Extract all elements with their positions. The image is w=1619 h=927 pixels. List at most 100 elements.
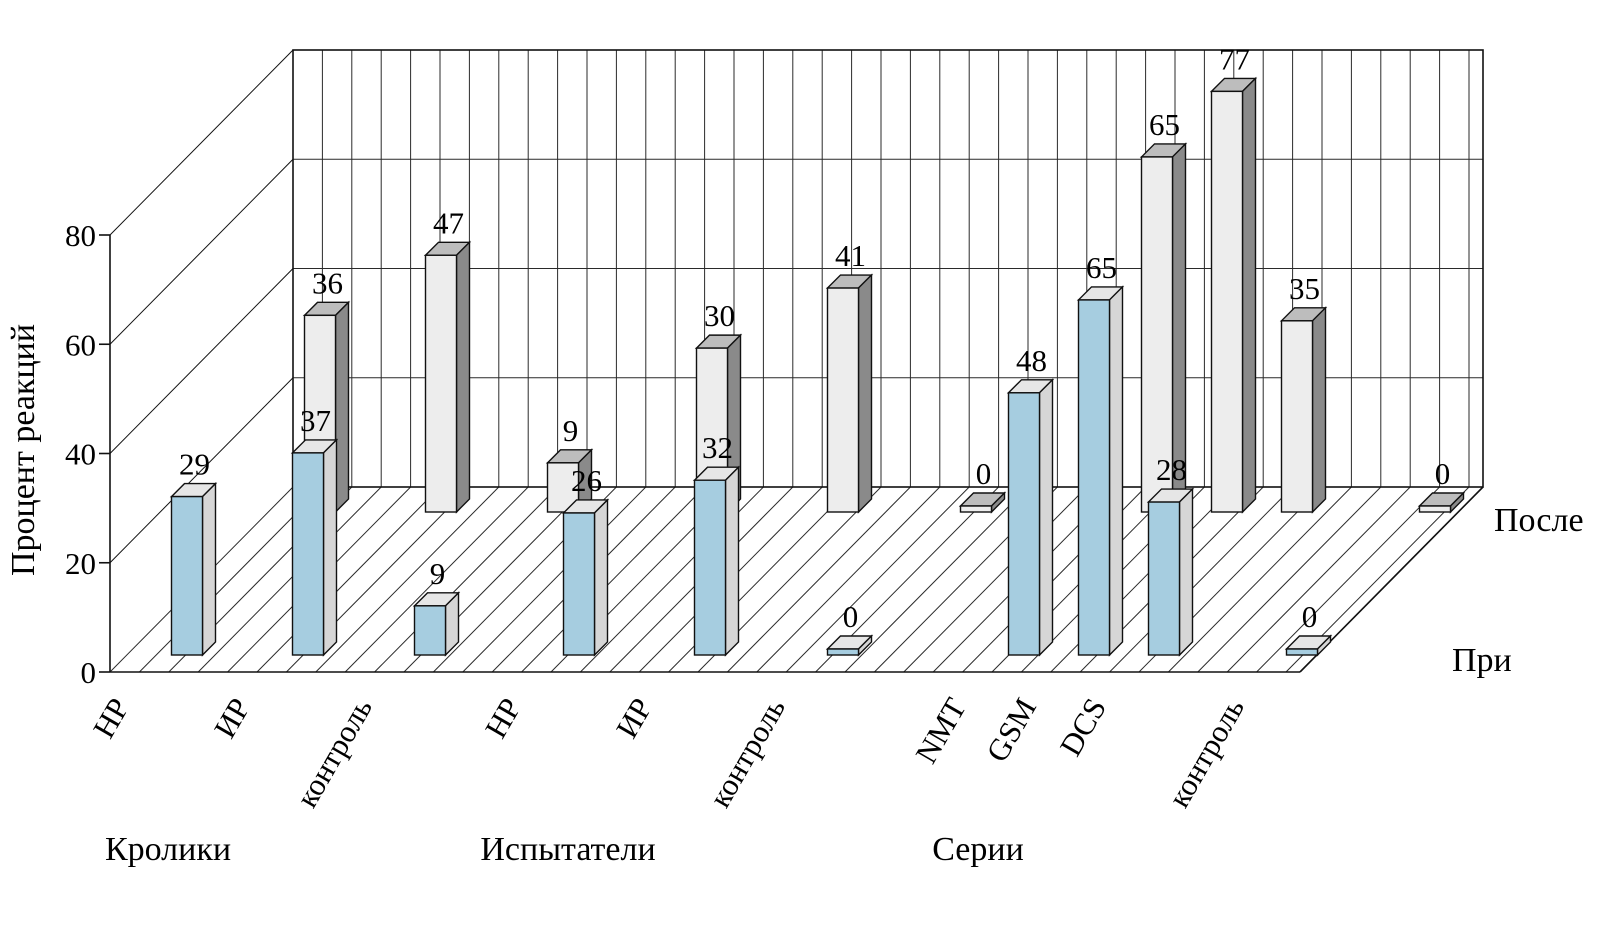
bar-При-контроль-2 — [412, 591, 461, 657]
bar-value-label: 41 — [835, 238, 866, 273]
bar-value-label: 30 — [704, 298, 735, 333]
category-label-0: НР — [86, 692, 136, 744]
bar-front-face — [1007, 392, 1041, 656]
category-label-7: GSM — [979, 692, 1043, 768]
category-label-2: контроль — [289, 692, 379, 813]
bar-После-GSM-7 — [1209, 76, 1258, 514]
group-label-2: Серии — [932, 831, 1024, 868]
y-depth-tick-line — [109, 268, 294, 454]
bar-front-face — [1147, 501, 1181, 656]
bar-front-face — [291, 452, 325, 656]
bar-side-face — [857, 273, 873, 514]
y-depth-tick-line — [109, 158, 294, 345]
floor-depth-line — [315, 486, 500, 673]
bar-front-face — [170, 495, 204, 656]
bar-value-label: 9 — [430, 556, 446, 591]
floor-depth-line — [756, 486, 941, 673]
depth-axis-label-front: При — [1452, 642, 1512, 679]
bar-side-face — [724, 465, 740, 657]
bar-side-face — [1311, 306, 1327, 514]
bar-При-НР-0 — [169, 481, 218, 657]
bar-front-face — [1210, 90, 1244, 513]
bar-После-контроль-2 — [545, 448, 594, 514]
floor-depth-line — [462, 486, 647, 673]
floor-depth-line — [844, 486, 1029, 673]
y-tick-label: 0 — [81, 655, 97, 690]
y-depth-tick-line — [109, 377, 294, 564]
floor-depth-line — [1226, 486, 1411, 673]
y-axis — [99, 49, 294, 673]
bar-После-ИР-1 — [423, 240, 472, 514]
bar-При-DCS-8 — [1146, 487, 1195, 657]
group-label-1: Испытатели — [480, 831, 655, 868]
bar-side-face — [322, 438, 338, 657]
bar-При-ИР-1 — [290, 438, 339, 657]
bar-value-label: 29 — [179, 447, 210, 482]
bar-value-label: 65 — [1086, 250, 1117, 285]
bar-front-face — [424, 254, 458, 513]
series-После: 36 47 9 30 41 0 65 77 35 0 — [302, 41, 1466, 514]
bar-При-ИР-4 — [692, 465, 741, 657]
bar-side-face — [334, 300, 350, 514]
bar-При-контроль-9 — [1284, 634, 1333, 657]
bar-value-label: 9 — [563, 413, 579, 448]
category-label-6: NMT — [908, 692, 973, 769]
bar-front-face — [826, 648, 860, 656]
bar-value-label: 37 — [300, 403, 331, 438]
y-depth-tick-line — [109, 49, 294, 236]
bar-front-face — [413, 605, 447, 656]
bar-front-face — [1280, 320, 1314, 513]
floor-depth-line — [1256, 486, 1440, 673]
category-label-4: ИР — [609, 692, 659, 744]
category-label-3: НР — [478, 692, 528, 744]
floor-depth-line — [785, 486, 970, 673]
bar-side-face — [201, 481, 217, 657]
bar-value-label: 0 — [1302, 599, 1318, 634]
bar-value-label: 36 — [312, 265, 343, 300]
bar-При-GSM-7 — [1076, 285, 1125, 657]
floor-depth-line — [344, 486, 529, 673]
floor-depth-line — [727, 486, 911, 673]
bar-После-контроль-9 — [1417, 491, 1466, 514]
bar-side-face — [1108, 285, 1124, 657]
bar-При-НР-3 — [561, 498, 610, 657]
bar-После-DCS-8 — [1279, 306, 1328, 514]
bar-front-face — [562, 512, 596, 656]
floor-depth-line — [197, 486, 382, 673]
y-axis-title: Процент реакций — [5, 324, 42, 576]
bar-front-face — [1418, 505, 1452, 513]
floor-depth-line — [1197, 486, 1382, 673]
group-label-0: Кролики — [105, 831, 231, 868]
bar-side-face — [1178, 487, 1194, 657]
floor-depth-line — [903, 486, 1088, 673]
floor-depth-line — [521, 486, 705, 673]
bar-value-label: 35 — [1289, 271, 1320, 306]
bar-side-face — [455, 240, 471, 514]
category-label-5: контроль — [702, 692, 792, 813]
bar-value-label: 0 — [976, 456, 992, 491]
bar-value-label: 0 — [843, 599, 859, 634]
bar-value-label: 28 — [1156, 452, 1187, 487]
bar-value-label: 65 — [1149, 107, 1180, 142]
bar-front-face — [826, 287, 860, 513]
bar-front-face — [959, 505, 993, 513]
floor-depth-line — [256, 486, 441, 673]
bar-value-label: 0 — [1435, 456, 1451, 491]
y-tick-label: 20 — [65, 546, 96, 581]
depth-axis-label-back: После — [1494, 502, 1584, 539]
bar-front-face — [693, 479, 727, 656]
floor-depth-line — [374, 486, 558, 673]
bar-После-ИР-4 — [825, 273, 874, 514]
bar-После-контроль-5 — [958, 491, 1007, 514]
category-axis-labels: НР ИР контроль НР ИР контроль NMT GSM DCS контрол… — [86, 692, 1251, 813]
category-label-8: DCS — [1053, 692, 1113, 762]
y-tick-label: 80 — [65, 218, 96, 253]
y-tick-label: 40 — [65, 437, 96, 472]
bar-side-face — [1241, 76, 1257, 514]
series-При: 29 37 9 26 32 0 48 65 28 0 — [169, 250, 1333, 657]
bar-value-label: 32 — [702, 430, 733, 465]
bar-value-label: 26 — [571, 463, 602, 498]
category-label-1: ИР — [207, 692, 257, 744]
category-label-9: контроль — [1161, 692, 1251, 813]
